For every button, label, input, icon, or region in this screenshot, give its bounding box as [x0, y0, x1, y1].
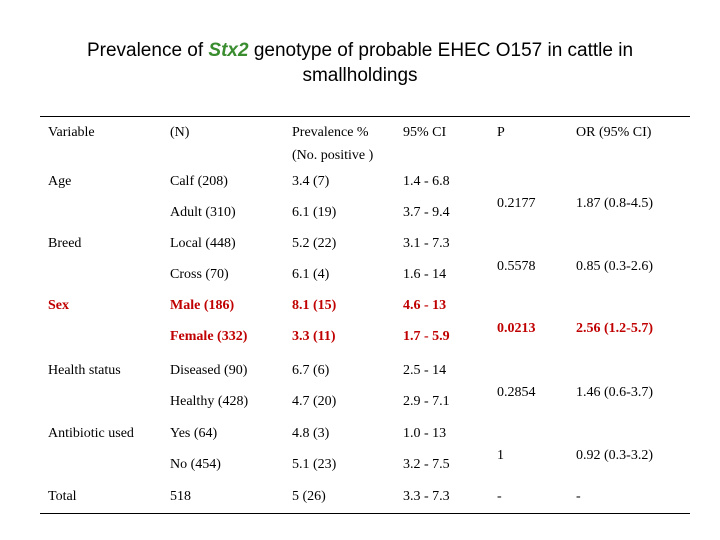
group-or: 0.85 (0.3-2.6)	[576, 259, 653, 274]
header-prevalence-line1: Prevalence %	[292, 125, 369, 140]
row-ci: 1.6 - 14	[403, 267, 447, 282]
row-ci: 3.2 - 7.5	[403, 457, 450, 472]
row-prev: 4.8 (3)	[292, 426, 330, 441]
title-gene: Stx2	[208, 40, 249, 61]
row-variable: Sex	[48, 298, 69, 313]
row-n: Male (186)	[170, 298, 235, 313]
row-variable: Health status	[48, 363, 121, 378]
row-prev: 5.2 (22)	[292, 236, 337, 251]
row-ci: 3.3 - 7.3	[403, 489, 450, 504]
row-prev: 4.7 (20)	[292, 394, 337, 409]
title-suffix: genotype of probable EHEC O157 in cattle…	[248, 40, 634, 61]
row-prev: 8.1 (15)	[292, 298, 337, 313]
group-or: 2.56 (1.2-5.7)	[576, 321, 653, 336]
group-p: -	[497, 489, 502, 504]
row-prev: 3.4 (7)	[292, 174, 330, 189]
group-or: 0.92 (0.3-3.2)	[576, 448, 653, 463]
group-p: 0.2177	[497, 196, 536, 211]
row-variable: Total	[48, 489, 77, 504]
row-prev: 6.1 (4)	[292, 267, 330, 282]
header-variable: Variable	[48, 125, 95, 140]
row-prev: 3.3 (11)	[292, 329, 336, 344]
top-rule	[40, 116, 690, 117]
title-prefix: Prevalence of	[86, 40, 209, 61]
group-p: 1	[497, 448, 504, 463]
row-prev: 6.1 (19)	[292, 205, 337, 220]
row-n: No (454)	[170, 457, 221, 472]
bottom-rule	[40, 513, 690, 514]
row-prev: 6.7 (6)	[292, 363, 330, 378]
row-ci: 1.4 - 6.8	[403, 174, 450, 189]
row-n: Healthy (428)	[170, 394, 249, 409]
row-variable: Antibiotic used	[48, 426, 134, 441]
header-prevalence: Prevalence % (No. positive )	[292, 124, 373, 165]
row-ci: 4.6 - 13	[403, 298, 447, 313]
header-n: (N)	[170, 125, 190, 140]
row-variable: Age	[48, 174, 72, 189]
group-or: 1.87 (0.8-4.5)	[576, 196, 653, 211]
group-or: 1.46 (0.6-3.7)	[576, 385, 653, 400]
row-ci: 1.7 - 5.9	[403, 329, 450, 344]
row-prev: 5.1 (23)	[292, 457, 337, 472]
row-n: Female (332)	[170, 329, 248, 344]
group-or: -	[576, 489, 581, 504]
row-n: Cross (70)	[170, 267, 229, 282]
row-n: 518	[170, 489, 191, 504]
title-line2: smallholdings	[302, 65, 418, 86]
header-p: P	[497, 125, 505, 140]
row-n: Local (448)	[170, 236, 236, 251]
row-ci: 1.0 - 13	[403, 426, 447, 441]
group-p: 0.2854	[497, 385, 536, 400]
row-ci: 2.5 - 14	[403, 363, 447, 378]
row-n: Calf (208)	[170, 174, 228, 189]
group-p: 0.5578	[497, 259, 536, 274]
row-prev: 5 (26)	[292, 489, 326, 504]
row-n: Adult (310)	[170, 205, 236, 220]
row-ci: 2.9 - 7.1	[403, 394, 450, 409]
row-n: Diseased (90)	[170, 363, 248, 378]
row-variable: Breed	[48, 236, 82, 251]
header-prevalence-line2: (No. positive )	[292, 148, 374, 163]
row-ci: 3.1 - 7.3	[403, 236, 450, 251]
row-n: Yes (64)	[170, 426, 218, 441]
header-ci: 95% CI	[403, 125, 447, 140]
row-ci: 3.7 - 9.4	[403, 205, 450, 220]
header-or: OR (95% CI)	[576, 125, 652, 140]
group-p: 0.0213	[497, 321, 536, 336]
table-title: Prevalence of Stx2 genotype of probable …	[0, 38, 720, 88]
